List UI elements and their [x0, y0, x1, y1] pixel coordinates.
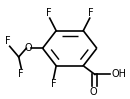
- Text: F: F: [5, 36, 11, 46]
- Text: OH: OH: [111, 69, 126, 79]
- Text: O: O: [90, 87, 97, 97]
- Text: F: F: [18, 69, 24, 79]
- Text: F: F: [88, 8, 94, 18]
- Text: F: F: [51, 79, 57, 89]
- Text: O: O: [25, 43, 32, 53]
- Text: F: F: [46, 8, 51, 18]
